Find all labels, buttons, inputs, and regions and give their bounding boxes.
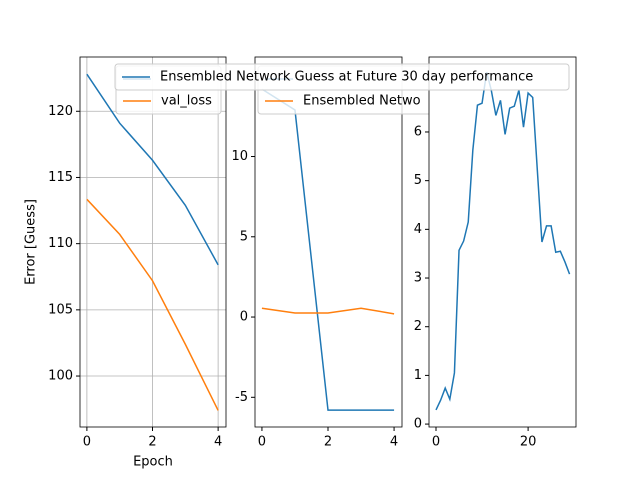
x-tick-label: 2 [324,435,332,450]
y-tick-label: 0 [414,417,422,432]
axes-frame [428,56,577,428]
axes-frame [79,56,227,428]
y-tick-label: 10 [231,149,248,164]
series-line [86,198,219,411]
x-tick-label: 20 [520,435,537,450]
y-tick-label: 3 [414,271,422,286]
y-tick-label: 2 [414,319,422,334]
y-axis-label: Error [Guess] [24,199,39,285]
y-tick-label: 105 [48,302,73,317]
legend-label: val_loss [161,94,212,109]
y-tick-label: 5 [414,173,422,188]
x-tick-label: 0 [83,435,91,450]
legend-label: Ensembled Netwo [303,94,421,109]
legend-box [114,63,570,91]
axes-background [255,57,402,427]
x-tick-label: 4 [214,435,222,450]
y-tick-label: -5 [235,390,248,405]
series-line [435,71,571,411]
y-tick-label: 0 [240,310,248,325]
y-tick-label: 100 [48,369,73,384]
x-tick-label: 0 [258,435,266,450]
y-tick-label: 115 [48,170,73,185]
series-line [261,307,395,315]
x-tick-label: 4 [390,435,398,450]
series-line [86,73,219,266]
y-tick-label: 110 [48,236,73,251]
legend-label: Ensembled Network Guess at Future 30 day… [160,70,533,85]
x-tick-label: 2 [148,435,156,450]
y-tick-label: 6 [414,124,422,139]
x-axis-label: Epoch [133,455,173,470]
axes-background [80,57,226,427]
axes-frame [254,56,403,428]
y-tick-label: 5 [240,229,248,244]
y-tick-label: 1 [414,368,422,383]
y-tick-label: 4 [414,222,422,237]
x-tick-label: 0 [432,435,440,450]
y-tick-label: 120 [48,104,73,119]
